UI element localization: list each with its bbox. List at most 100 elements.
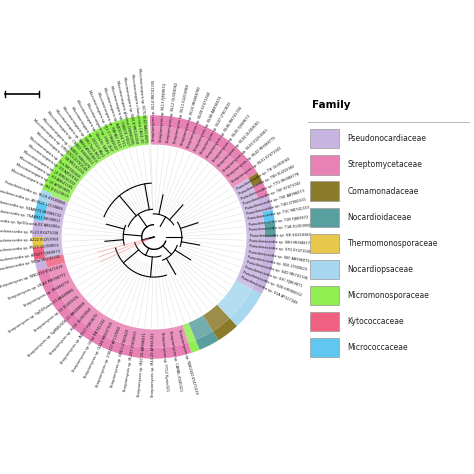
Text: Pseudonocardia sp. RL05 KY580886: Pseudonocardia sp. RL05 KY580886 [4, 181, 65, 206]
Text: Micromonospora globosa DSM46095: Micromonospora globosa DSM46095 [115, 80, 134, 145]
Text: Streptomyces sp. BL02 MH388779: Streptomyces sp. BL02 MH388779 [227, 136, 277, 178]
Text: Streptomyces sp. P712 Kyoto321: Streptomyces sp. P712 Kyoto321 [160, 332, 169, 392]
Text: Streptomyces sp. BL03 EU259383: Streptomyces sp. BL03 EU259383 [222, 128, 269, 173]
Text: Micromonospora sp. KCTC9142 AB214565: Micromonospora sp. KCTC9142 AB214565 [137, 67, 148, 142]
Polygon shape [230, 289, 262, 326]
Text: Pseudonocardia sp. T2B FJ869672: Pseudonocardia sp. T2B FJ869672 [248, 215, 309, 227]
Polygon shape [262, 210, 275, 223]
Text: Micromonospora sp. Gba16s 5AIP1: Micromonospora sp. Gba16s 5AIP1 [74, 99, 109, 155]
Text: Streptomycetaceae: Streptomycetaceae [348, 160, 423, 169]
Text: Micromonospora sp. D3 AJ810164: Micromonospora sp. D3 AJ810164 [27, 144, 78, 182]
Text: Streptomyces sp. AZS17 FJ869670: Streptomyces sp. AZS17 FJ869670 [60, 313, 99, 365]
Polygon shape [34, 201, 48, 221]
Text: Pseudonocardia sp. S8H MH388776: Pseudonocardia sp. S8H MH388776 [249, 239, 313, 246]
Text: Micromonospora sp. YIM45700 JQ781549: Micromonospora sp. YIM45700 JQ781549 [32, 118, 87, 172]
Text: Pseudonocardia sp. T9I GU359060: Pseudonocardia sp. T9I GU359060 [236, 157, 291, 191]
Text: Pseudonocardia sp. T5E AB996073: Pseudonocardia sp. T5E AB996073 [245, 189, 305, 211]
Polygon shape [37, 267, 191, 359]
Text: Pseudonocardia sp. RV23 GU359854: Pseudonocardia sp. RV23 GU359854 [0, 243, 59, 253]
FancyBboxPatch shape [310, 129, 339, 148]
Text: Pseudonocardia sp. S7G KY471040: Pseudonocardia sp. S7G KY471040 [249, 244, 311, 255]
Polygon shape [47, 263, 188, 348]
Polygon shape [32, 220, 44, 237]
Text: Streptomyces sp. BL05 FJ869673: Streptomyces sp. BL05 FJ869673 [211, 114, 251, 163]
Polygon shape [196, 331, 219, 350]
Text: Pseudonocardia sp. S9I EU259380: Pseudonocardia sp. S9I EU259380 [249, 233, 310, 237]
Text: Streptomyces sp. SpDOSomb-03 AB489886: Streptomyces sp. SpDOSomb-03 AB489886 [8, 288, 75, 334]
Text: Streptomyces sp. M43.29 AF991321: Streptomyces sp. M43.29 AF991321 [151, 332, 155, 397]
Text: Streptomyces sp. MH388773: Streptomyces sp. MH388773 [24, 281, 71, 308]
Text: Thermomonosporaceae: Thermomonosporaceae [348, 239, 438, 248]
Polygon shape [32, 237, 44, 247]
FancyBboxPatch shape [310, 155, 339, 174]
Text: Nocardioidaceae: Nocardioidaceae [348, 213, 412, 222]
Polygon shape [150, 115, 257, 178]
Text: Micromonospora sp. HJ1.3 YIM45507: Micromonospora sp. HJ1.3 YIM45507 [87, 90, 117, 151]
Text: Pseudonocardia sp. AZ22 EU259354: Pseudonocardia sp. AZ22 EU259354 [0, 237, 59, 243]
Text: Pseudonocardia sp. S2B HM366022: Pseudonocardia sp. S2B HM366022 [242, 271, 302, 298]
Text: Pseudonocardia sp. AZS27 FJ869873: Pseudonocardia sp. AZS27 FJ869873 [0, 249, 60, 263]
Text: Streptomyces sp. BL04 GU359061: Streptomyces sp. BL04 GU359061 [217, 120, 261, 168]
Text: Micromonospora sp. NB84 AY083603: Micromonospora sp. NB84 AY083603 [54, 108, 97, 163]
Text: Streptomyces sp. SM11 LT900629: Streptomyces sp. SM11 LT900629 [110, 328, 130, 388]
Polygon shape [33, 246, 45, 260]
Text: Pseudonocardia sp. S1A AY127348: Pseudonocardia sp. S1A AY127348 [240, 275, 297, 305]
FancyBboxPatch shape [310, 260, 339, 279]
Text: Micrococcaceae: Micrococcaceae [348, 343, 409, 352]
Polygon shape [203, 305, 230, 331]
Text: Pseudonocardiaceae: Pseudonocardiaceae [348, 134, 427, 143]
Text: Pseudonocardia sp. S6F AB996075: Pseudonocardia sp. S6F AB996075 [248, 250, 310, 263]
Polygon shape [258, 195, 273, 212]
FancyBboxPatch shape [310, 208, 339, 227]
Text: Pseudonocardia sp. S4D MK741336: Pseudonocardia sp. S4D MK741336 [246, 260, 308, 281]
Text: Micromonospora sp. J4 HM641390: Micromonospora sp. J4 HM641390 [22, 150, 75, 186]
Text: Pseudonocardia sp. T4D LT900631: Pseudonocardia sp. T4D LT900631 [246, 198, 307, 216]
Text: Pseudonocardia sp. T1A GU359058: Pseudonocardia sp. T1A GU359058 [249, 224, 312, 232]
Text: Streptomyces sp. RV15 GU359054: Streptomyces sp. RV15 GU359054 [49, 308, 92, 356]
Text: Pseudonocardia sp. SpOGcomb-02 AB6286a: Pseudonocardia sp. SpOGcomb-02 AB6286a [0, 218, 59, 229]
Text: Pseudonocardia sp. T7G MH388778: Pseudonocardia sp. T7G MH388778 [241, 172, 301, 201]
Text: Streptomyces sp. G248 MK637769: Streptomyces sp. G248 MK637769 [83, 322, 114, 379]
Text: Micromonospora sp. AJ810164 Y11: Micromonospora sp. AJ810164 Y11 [102, 87, 126, 147]
Text: Micromonospora sp. FIM1 ZH7: Micromonospora sp. FIM1 ZH7 [85, 103, 113, 153]
Text: Pseudonocardia sp. S3C FJ869871: Pseudonocardia sp. S3C FJ869871 [244, 265, 302, 289]
Text: Micromonosporaceae: Micromonosporaceae [348, 291, 429, 300]
Text: Streptomyces sp. CANBL-X340321: Streptomyces sp. CANBL-X340321 [168, 331, 183, 392]
Text: Micromonospora sp. GKU Tsp4 W12: Micromonospora sp. GKU Tsp4 W12 [62, 106, 101, 160]
Polygon shape [252, 237, 276, 294]
Text: Micromonospora sp. DQ123 Alp1: Micromonospora sp. DQ123 Alp1 [70, 106, 105, 157]
Polygon shape [182, 323, 196, 343]
FancyBboxPatch shape [310, 312, 339, 331]
Text: Nocardiopsaceae: Nocardiopsaceae [348, 265, 414, 274]
Polygon shape [35, 258, 47, 271]
FancyBboxPatch shape [310, 338, 339, 357]
Text: Family: Family [312, 100, 350, 110]
Text: Streptomyces sp. BL11 EU259384: Streptomyces sp. BL11 EU259384 [173, 84, 190, 144]
Text: Pseudonocardia sp. S5E LT900625: Pseudonocardia sp. S5E LT900625 [247, 255, 308, 272]
Text: Streptomyces sp. 230217 AF137080: Streptomyces sp. 230217 AF137080 [95, 326, 122, 388]
Polygon shape [37, 190, 52, 205]
Text: Micromonospora rifamycinica CAG1.30: Micromonospora rifamycinica CAG1.30 [130, 73, 143, 143]
Text: Streptomyces sp. BL09 KY471044: Streptomyces sp. BL09 KY471044 [187, 91, 212, 149]
Polygon shape [189, 315, 213, 340]
Polygon shape [264, 222, 276, 237]
Text: Micromonospora sp. L6 AY083605: Micromonospora sp. L6 AY083605 [15, 163, 71, 194]
Text: Streptomyces sp. BL07 LT900632: Streptomyces sp. BL07 LT900632 [200, 101, 232, 155]
Text: Comamonadaceae: Comamonadaceae [348, 187, 419, 195]
Text: Pseudonocardia sp. AK3024 LC539886: Pseudonocardia sp. AK3024 LC539886 [0, 189, 63, 212]
Text: Micromonospora sp. N44-8 MK141350: Micromonospora sp. N44-8 MK141350 [122, 76, 139, 144]
Text: Streptomyces sp. NWU339 KY471038: Streptomyces sp. NWU339 KY471038 [0, 264, 64, 289]
Text: Micromonospora sp. 046001 HGG7: Micromonospora sp. 046001 HGG7 [109, 85, 130, 146]
Text: Streptomyces sp. NWU340 KY471039: Streptomyces sp. NWU340 KY471039 [177, 329, 198, 394]
Polygon shape [43, 195, 68, 258]
Polygon shape [248, 173, 263, 187]
Polygon shape [51, 126, 149, 202]
Text: Streptomyces sp. M-207 LT900633: Streptomyces sp. M-207 LT900633 [123, 330, 138, 392]
Text: Pseudonocardia sp. T6F KY471042: Pseudonocardia sp. T6F KY471042 [243, 181, 302, 206]
Text: Micromonospora sp. M2 DQ123619: Micromonospora sp. M2 DQ123619 [10, 168, 68, 199]
Text: Streptomyces sp. BL10 MH388780: Streptomyces sp. BL10 MH388780 [180, 86, 201, 146]
Text: Micromonospora sp. Sca MK781568: Micromonospora sp. Sca MK781568 [28, 136, 81, 179]
Text: Micromonospora sp. K3 AB541165: Micromonospora sp. K3 AB541165 [18, 156, 73, 191]
Text: Kytococcaceae: Kytococcaceae [348, 317, 404, 326]
FancyBboxPatch shape [310, 182, 339, 201]
